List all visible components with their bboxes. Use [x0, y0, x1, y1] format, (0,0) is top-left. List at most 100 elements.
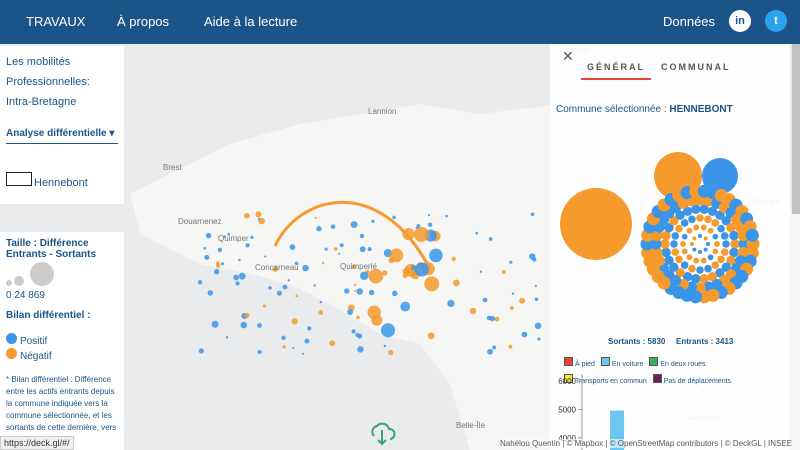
title-line: Les mobilités — [6, 56, 71, 68]
bubble — [675, 224, 683, 233]
dropdown[interactable]: Analyse différentielle ▾ — [6, 128, 118, 144]
close-button[interactable]: ✕ — [562, 48, 574, 64]
mode-swatch — [600, 357, 610, 366]
bubble — [704, 264, 712, 273]
commune-dot — [351, 329, 356, 334]
commune-dot — [402, 227, 415, 241]
commune-dot — [211, 320, 219, 328]
bubble — [737, 229, 749, 242]
commune-dot — [282, 284, 288, 290]
commune-dot — [368, 268, 384, 284]
bubble — [686, 227, 693, 234]
bubble — [681, 233, 688, 240]
commune-dot — [371, 314, 383, 326]
commune-dot — [424, 276, 440, 292]
commune-dot — [380, 323, 396, 338]
commune-dot — [508, 344, 513, 349]
commune-dot — [392, 290, 398, 297]
bubble — [691, 274, 701, 284]
commune-dot — [359, 271, 369, 280]
commune-dot — [272, 266, 279, 272]
dropdown-label[interactable]: Analyse différentielle — [6, 128, 107, 139]
commune-dot — [534, 284, 537, 288]
tab[interactable]: COMMUNAL — [661, 62, 731, 72]
navbar: TRAVAUX À propos Aide à la lecture Donné… — [0, 0, 800, 44]
commune-dot — [347, 309, 354, 316]
commune-dot — [428, 214, 431, 217]
commune-dot — [400, 301, 411, 312]
bubble — [686, 254, 693, 261]
map-label: Brest — [163, 163, 182, 172]
map-label: Belle-Île — [456, 421, 485, 430]
commune-name: Hennebont — [34, 177, 88, 189]
commune-dot — [447, 299, 455, 308]
commune-swatch — [6, 172, 32, 186]
commune-dot — [534, 297, 539, 302]
bubble — [703, 236, 708, 241]
map-label: Quimper — [218, 234, 249, 243]
commune-dot — [355, 332, 360, 338]
bubble — [688, 215, 696, 224]
bubble — [707, 206, 718, 216]
twitter-icon[interactable]: t — [765, 10, 787, 32]
bubble — [706, 242, 710, 246]
commune-dot — [487, 348, 493, 355]
nav-link[interactable]: À propos — [117, 14, 170, 29]
bubble — [702, 158, 738, 194]
commune-dot — [356, 288, 363, 295]
commune-dot — [353, 283, 357, 287]
commune-dot — [339, 243, 344, 248]
commune-dot — [489, 315, 496, 322]
mode-name: Pas de déplacements — [663, 378, 732, 385]
commune-dot — [262, 304, 266, 308]
commune-dot — [511, 292, 515, 295]
commune-dot — [250, 235, 254, 240]
linkedin-icon[interactable]: in — [729, 10, 751, 32]
tab[interactable]: GÉNÉRAL — [581, 62, 652, 80]
commune-dot — [225, 336, 229, 339]
bubble — [707, 254, 714, 261]
commune-dot — [302, 352, 305, 355]
commune-dot — [356, 315, 360, 320]
bubble — [560, 188, 632, 260]
bubble — [693, 224, 700, 231]
bubble — [711, 261, 720, 269]
bubble — [717, 255, 725, 264]
scrollbar[interactable] — [792, 44, 800, 214]
commune-dot — [319, 301, 323, 304]
bilan-title: Bilan différentiel : — [6, 310, 91, 321]
commune-dot — [240, 321, 248, 329]
commune-dot — [389, 248, 404, 263]
brand[interactable]: TRAVAUX — [26, 14, 86, 29]
commune-dot — [207, 290, 214, 296]
commune-dot — [479, 270, 483, 273]
commune-dot — [215, 261, 220, 266]
size-values: 0 24 869 — [6, 290, 45, 301]
mode-item: En deux roues — [649, 357, 706, 368]
commune-dot — [501, 270, 506, 274]
nav-link[interactable]: Données — [663, 14, 716, 29]
mode-item: Pas de déplacements — [652, 374, 732, 385]
commune-dot — [452, 279, 460, 287]
size-circles — [6, 262, 54, 286]
download-icon[interactable] — [368, 420, 396, 446]
y-tick-label: 5000 — [558, 405, 576, 414]
commune-dot — [509, 306, 514, 310]
mode-item: Transports en commun — [564, 374, 647, 385]
nav-link[interactable]: Aide à la lecture — [204, 14, 298, 29]
commune-dot — [281, 335, 286, 340]
bubble — [675, 210, 685, 220]
commune-dot — [359, 246, 366, 253]
title-line: Intra-Bretagne — [6, 96, 77, 108]
bubble — [680, 241, 686, 247]
commune-dot — [313, 284, 316, 287]
commune-dot — [321, 261, 325, 265]
bubble — [692, 236, 697, 241]
commune-dot — [213, 269, 220, 275]
commune-dot — [289, 244, 296, 250]
commune-dot — [257, 218, 261, 221]
commune-dot — [475, 231, 479, 235]
commune-dot — [197, 280, 203, 285]
bubble — [650, 238, 662, 250]
commune-dot — [238, 272, 246, 280]
